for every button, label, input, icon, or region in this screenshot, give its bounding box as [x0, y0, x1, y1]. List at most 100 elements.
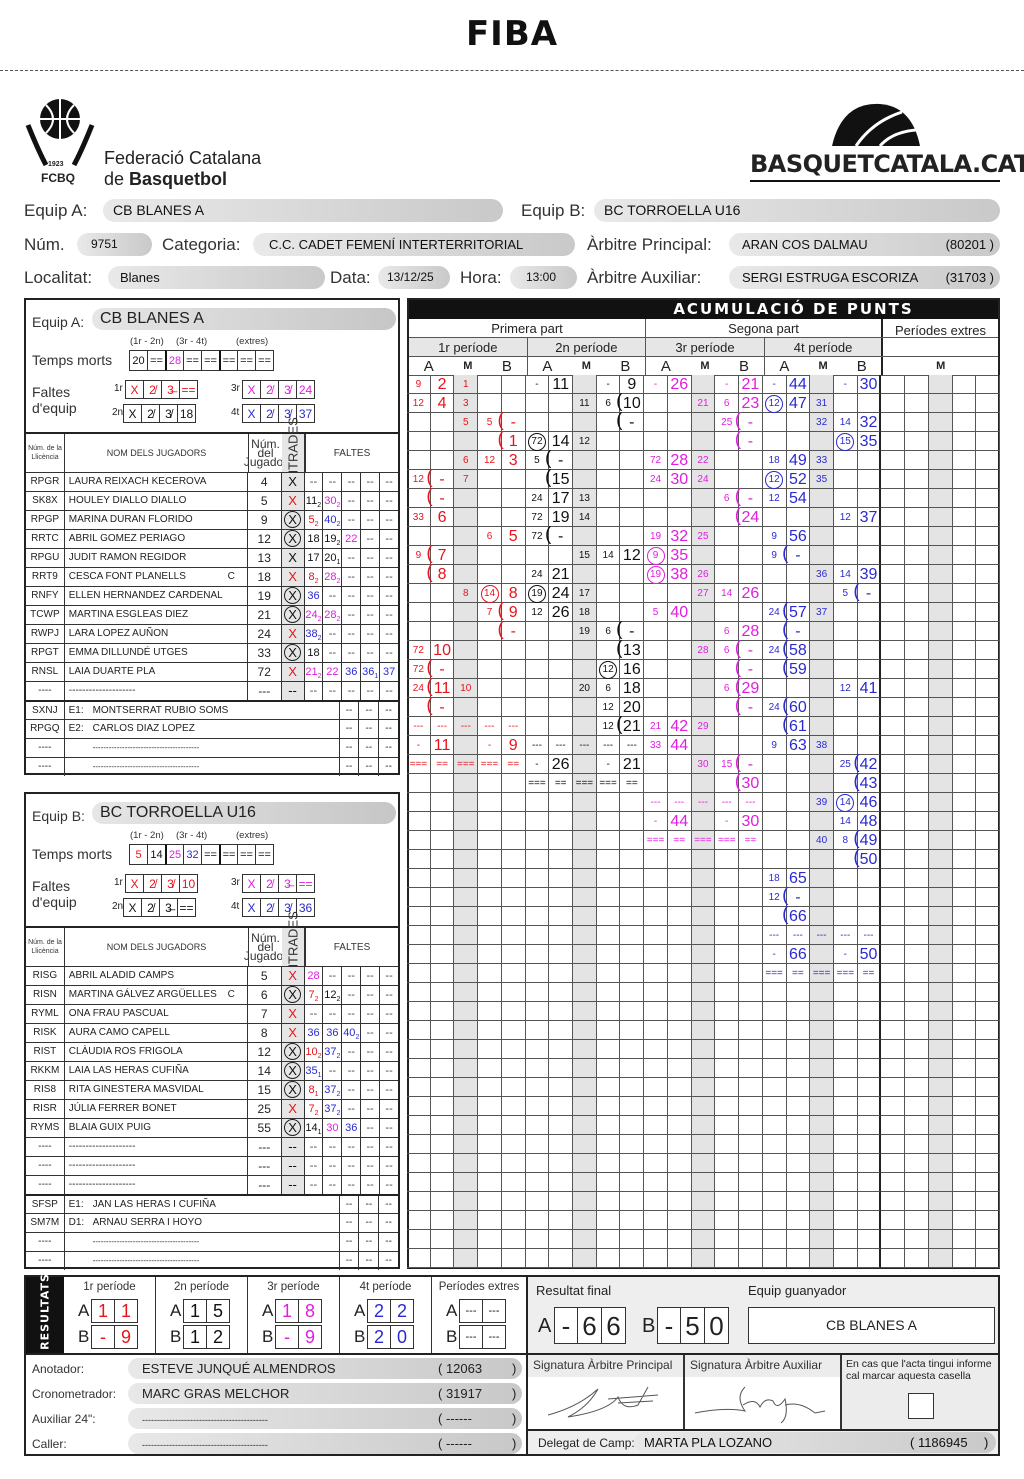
score-cell[interactable] [407, 1154, 431, 1173]
score-cell[interactable] [596, 793, 621, 812]
score-cell[interactable]: 24 [739, 508, 763, 527]
score-cell[interactable] [833, 698, 858, 717]
score-cell[interactable] [596, 432, 621, 451]
score-cell[interactable]: --- [573, 736, 597, 755]
score-cell[interactable] [478, 850, 502, 869]
score-cell[interactable] [644, 1211, 668, 1230]
score-cell[interactable] [573, 451, 597, 470]
score-cell[interactable] [454, 812, 479, 831]
score-cell[interactable] [573, 869, 597, 888]
score-cell[interactable] [715, 964, 740, 983]
score-cell[interactable] [976, 755, 1000, 774]
score-cell[interactable] [905, 679, 929, 698]
score-cell[interactable] [644, 679, 668, 698]
score-cell[interactable]: == [501, 755, 526, 774]
score-cell[interactable] [525, 622, 550, 641]
score-cell[interactable] [407, 527, 431, 546]
score-cell[interactable] [620, 926, 645, 945]
score-cell[interactable] [691, 1135, 716, 1154]
score-cell[interactable] [525, 1078, 550, 1097]
score-cell[interactable] [430, 793, 455, 812]
score-cell[interactable] [501, 831, 526, 850]
score-cell[interactable] [644, 907, 668, 926]
player-foul[interactable]: -- [379, 492, 398, 510]
score-cell[interactable] [928, 850, 953, 869]
player-foul[interactable]: -- [379, 644, 398, 662]
score-cell[interactable] [905, 983, 929, 1002]
score-cell[interactable] [976, 1173, 1000, 1192]
score-cell[interactable] [952, 945, 977, 964]
score-cell[interactable] [810, 660, 834, 679]
team-foul-cell[interactable]: 36 [296, 898, 315, 917]
score-cell[interactable]: === [644, 831, 668, 850]
score-cell[interactable] [691, 812, 716, 831]
score-cell[interactable]: 6( [596, 391, 622, 413]
score-cell[interactable] [881, 1249, 906, 1268]
score-cell[interactable] [478, 394, 502, 413]
score-cell[interactable] [952, 1173, 977, 1192]
score-cell[interactable] [430, 1021, 455, 1040]
score-cell[interactable]: 72( [407, 657, 433, 679]
score-cell[interactable] [810, 622, 834, 641]
score-cell[interactable] [691, 1059, 716, 1078]
score-cell[interactable]: 9 [501, 603, 526, 622]
score-cell[interactable] [454, 831, 479, 850]
score-cell[interactable] [881, 451, 906, 470]
score-cell[interactable] [881, 964, 906, 983]
score-cell[interactable]: 24( [762, 638, 789, 660]
score-cell[interactable] [549, 660, 574, 679]
team-foul-cell[interactable]: X [123, 404, 142, 423]
score-cell[interactable] [644, 755, 668, 774]
score-cell[interactable] [644, 1249, 668, 1268]
score-cell[interactable] [833, 660, 858, 679]
score-cell[interactable] [454, 1154, 479, 1173]
score-cell[interactable]: 11 [430, 736, 455, 755]
score-cell[interactable]: 24 [525, 565, 550, 584]
score-cell[interactable] [976, 375, 1000, 394]
score-cell[interactable] [620, 508, 645, 527]
score-cell[interactable] [786, 1211, 811, 1230]
score-cell[interactable] [501, 907, 526, 926]
score-cell[interactable]: 2 [430, 375, 455, 394]
score-cell[interactable] [407, 413, 431, 432]
score-cell[interactable] [620, 1116, 645, 1135]
score-cell[interactable] [501, 1021, 526, 1040]
score-cell[interactable] [478, 1040, 502, 1059]
player-foul[interactable]: 81 [303, 1081, 323, 1099]
score-cell[interactable]: 10 [620, 394, 645, 413]
score-cell[interactable] [667, 926, 692, 945]
score-cell[interactable]: 5( [478, 410, 504, 432]
score-cell[interactable] [881, 945, 906, 964]
player-foul[interactable]: 282 [322, 606, 341, 624]
score-cell[interactable] [478, 1154, 502, 1173]
score-cell[interactable]: --- [644, 793, 668, 812]
player-foul[interactable]: 402 [322, 511, 341, 529]
score-cell[interactable] [833, 394, 858, 413]
score-cell[interactable] [644, 1059, 668, 1078]
score-cell[interactable] [810, 375, 834, 394]
score-digit[interactable]: 2 [367, 1299, 391, 1323]
score-cell[interactable] [739, 926, 763, 945]
player-entry[interactable]: X [280, 663, 304, 681]
player-foul[interactable]: -- [322, 1157, 341, 1175]
score-cell[interactable] [857, 717, 882, 736]
player-foul[interactable]: -- [360, 606, 379, 624]
score-cell[interactable]: --- [715, 793, 740, 812]
score-cell[interactable]: 12 [620, 546, 645, 565]
team-foul-cell[interactable]: 3̶ [159, 898, 178, 917]
player-foul[interactable]: -- [341, 606, 360, 624]
score-cell[interactable] [833, 1192, 858, 1211]
score-cell[interactable] [667, 660, 692, 679]
score-cell[interactable] [786, 831, 811, 850]
score-cell[interactable] [976, 1078, 1000, 1097]
score-cell[interactable]: 22 [691, 451, 716, 470]
score-cell[interactable] [905, 432, 929, 451]
staff-foul[interactable]: -- [338, 1252, 359, 1270]
score-cell[interactable] [573, 1059, 597, 1078]
score-digit[interactable]: 1 [183, 1325, 207, 1349]
score-cell[interactable] [407, 983, 431, 1002]
score-cell[interactable] [762, 1173, 787, 1192]
score-cell[interactable] [952, 926, 977, 945]
score-cell[interactable] [573, 1040, 597, 1059]
score-cell[interactable]: 24( [762, 600, 789, 622]
